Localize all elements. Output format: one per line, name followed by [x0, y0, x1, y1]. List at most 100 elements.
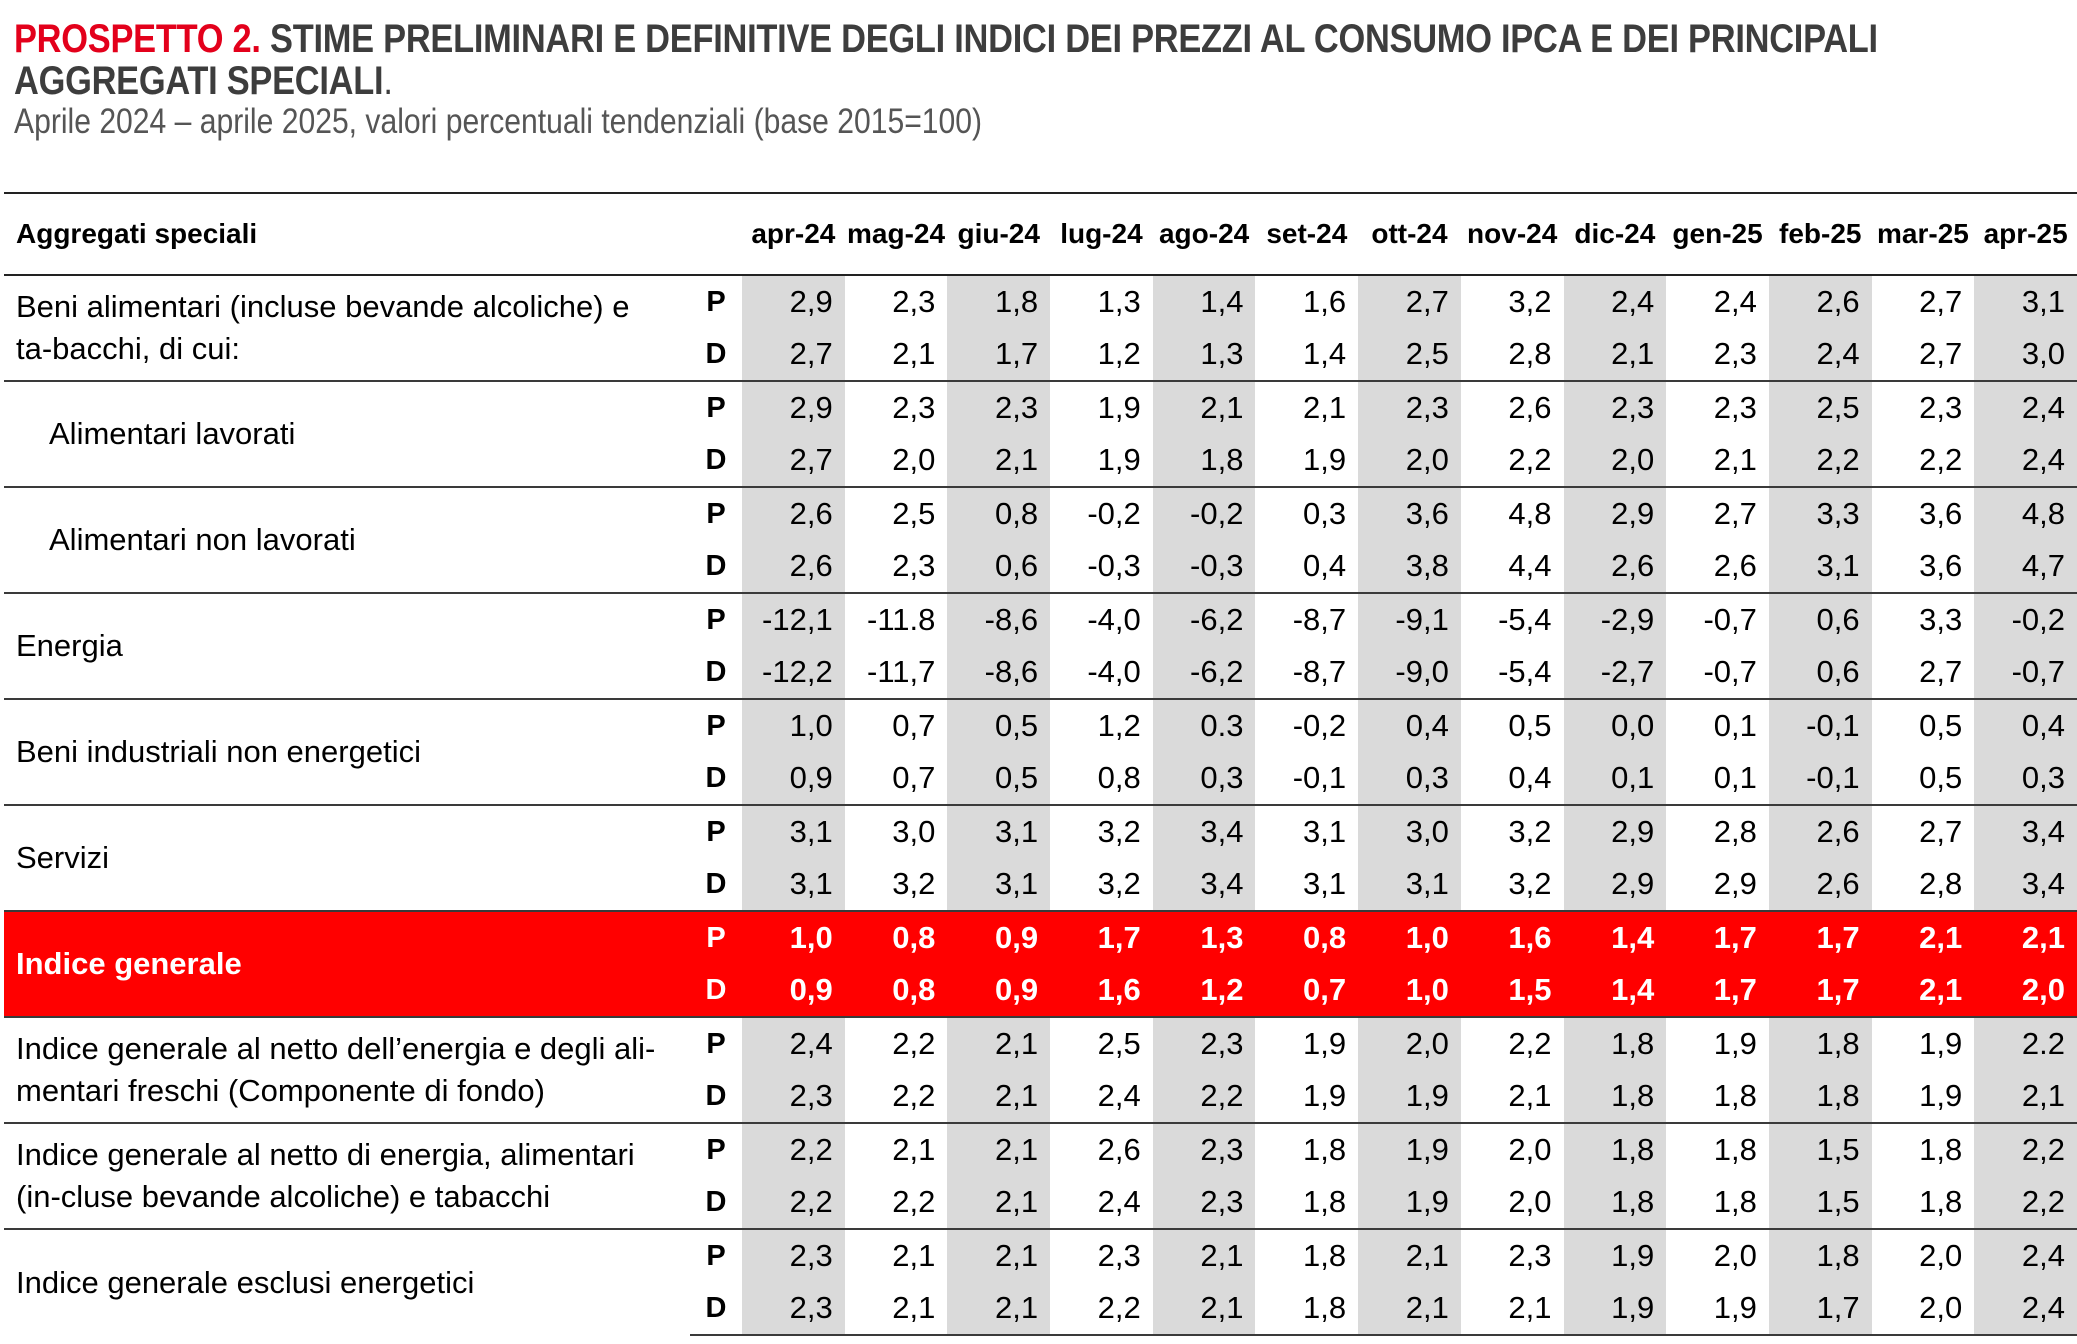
column-header-label: Aggregati speciali — [4, 192, 691, 276]
value-cell: 3,1 — [1974, 274, 2077, 328]
estimate-type: D — [705, 655, 727, 688]
value-cell: 2,1 — [1152, 1228, 1256, 1282]
value-cell: 2,2 — [1974, 1122, 2077, 1176]
value-cell: 2,4 — [1974, 1282, 2077, 1336]
value-cell: 0,9 — [742, 752, 845, 805]
value-cell: 1,9 — [1666, 1282, 1769, 1336]
value-cell: 3,4 — [1152, 858, 1256, 911]
value-cell: 2,5 — [1768, 380, 1872, 434]
value-cell: 2,0 — [892, 442, 936, 477]
value-cell: 2,0 — [1508, 1184, 1552, 1219]
value-cell: 2,1 — [947, 1176, 1051, 1229]
value-cell: 1,8 — [1152, 434, 1256, 487]
value-cell: 2,1 — [1871, 964, 1975, 1017]
value-cell: 2,1 — [947, 1228, 1051, 1282]
value-cell: 2,9 — [1563, 486, 1667, 540]
value-cell: 2,5 — [1050, 1016, 1153, 1070]
value-cell: 2,2 — [1050, 1282, 1153, 1336]
value-cell: -5,4 — [1460, 592, 1564, 646]
value-cell: 2,5 — [1358, 328, 1461, 381]
value-cell: 3,2 — [1050, 804, 1153, 858]
value-cell: 1,8 — [1563, 1016, 1667, 1070]
column-header-month: mar-25 — [1871, 192, 1975, 276]
estimate-type: D — [705, 761, 727, 794]
value-cell: 2,1 — [947, 1282, 1051, 1336]
value-cell: -12,1 — [742, 592, 845, 646]
value-cell: 2,5 — [844, 486, 948, 540]
column-header-month: feb-25 — [1768, 192, 1872, 276]
row-label: Indice generale — [4, 910, 691, 1017]
value-cell: 2,3 — [1871, 380, 1975, 434]
estimate-type: D — [705, 1079, 727, 1112]
table-row: Indice generale al netto di energia, ali… — [4, 1122, 2077, 1229]
value-cell: 3,0 — [1358, 804, 1461, 858]
value-cell: 3,2 — [1508, 866, 1552, 901]
value-cell: 2,1 — [1974, 1070, 2077, 1123]
header-row: Aggregati speciali apr-24 mag-24 giu-24 … — [4, 192, 2077, 276]
value-cell: -8,6 — [947, 646, 1051, 699]
estimate-type: D — [690, 964, 743, 1017]
value-cell: 1,8 — [1871, 1122, 1975, 1176]
value-cell: -0,3 — [1087, 548, 1141, 583]
value-cell: 1,2 — [1050, 698, 1153, 752]
value-cell: 2,4 — [1666, 274, 1769, 328]
value-cell: -2,9 — [1563, 592, 1667, 646]
value-cell: 2,1 — [1508, 1078, 1552, 1113]
value-cell: 2,1 — [947, 1122, 1051, 1176]
value-cell: -6,2 — [1152, 592, 1256, 646]
value-cell: 2,8 — [1508, 336, 1552, 371]
value-cell: 2,0 — [1358, 1016, 1461, 1070]
value-cell: 3,3 — [1768, 486, 1872, 540]
row-label: Beni alimentari (incluse bevande alcolic… — [4, 274, 691, 381]
value-cell: 2,3 — [1050, 1228, 1153, 1282]
value-cell: 2,1 — [1255, 380, 1359, 434]
value-cell: 4,8 — [1974, 486, 2077, 540]
value-cell: 1,9 — [1358, 1070, 1461, 1123]
estimate-type: D — [705, 337, 727, 370]
row-label: Indice generale al netto di energia, ali… — [4, 1122, 691, 1229]
value-cell: 2,7 — [1871, 804, 1975, 858]
value-cell: 2,3 — [742, 1282, 845, 1336]
value-cell: 2,2 — [844, 1016, 948, 1070]
estimate-type: P — [690, 1228, 743, 1282]
value-cell: 1,7 — [1050, 910, 1153, 964]
value-cell: 2,3 — [947, 380, 1051, 434]
value-cell: 3,1 — [947, 804, 1051, 858]
table-row: D 0,9 0,8 0,9 1,6 1,2 0,7 1,0 1,5 1,4 1,7 1,7 2,1 2,0 — [4, 964, 2077, 1017]
value-cell: 0,6 — [1768, 646, 1872, 699]
value-cell: 2,3 — [1460, 1228, 1564, 1282]
value-cell: 0,3 — [1974, 752, 2077, 805]
value-cell: 2,7 — [1666, 486, 1769, 540]
value-cell: 0,4 — [1303, 548, 1347, 583]
value-cell: 4,7 — [1974, 540, 2077, 593]
value-cell: 1,2 — [1152, 964, 1256, 1017]
value-cell: 2,1 — [1152, 1282, 1256, 1336]
value-cell: 2,4 — [1097, 1184, 1141, 1219]
value-cell: -9,1 — [1358, 592, 1461, 646]
value-cell: 2,3 — [1713, 336, 1757, 371]
table-row: D -12,2 -11,7 -8,6 -4,0 -6,2 -8,7 -9,0 -5,4 -2,7 -… — [4, 646, 2077, 699]
estimate-type: P — [690, 486, 743, 540]
value-cell: 2,6 — [742, 486, 845, 540]
value-cell: 1,0 — [1358, 964, 1461, 1017]
value-cell: 2,0 — [1666, 1228, 1769, 1282]
value-cell: 2,3 — [1152, 1016, 1256, 1070]
value-cell: 2,6 — [1768, 858, 1872, 911]
value-cell: 2,1 — [1974, 910, 2077, 964]
value-cell: 1,8 — [1919, 1184, 1963, 1219]
value-cell: 2,2 — [1768, 434, 1872, 487]
value-cell: 1,6 — [1255, 274, 1359, 328]
value-cell: 2,1 — [844, 1122, 948, 1176]
column-header-month: apr-24 — [742, 192, 845, 276]
value-cell: 2,0 — [1974, 964, 2077, 1017]
value-cell: 2,7 — [742, 434, 845, 487]
value-cell: -11.8 — [844, 592, 948, 646]
column-header-month: ago-24 — [1152, 192, 1256, 276]
value-cell: 2,3 — [1152, 1176, 1256, 1229]
value-cell: 1,8 — [1713, 1078, 1757, 1113]
value-cell: 2,7 — [742, 328, 845, 381]
value-cell: 0,8 — [1255, 910, 1359, 964]
value-cell: 2,3 — [742, 1070, 845, 1123]
value-cell: 2,4 — [742, 1016, 845, 1070]
value-cell: 4,8 — [1460, 486, 1564, 540]
